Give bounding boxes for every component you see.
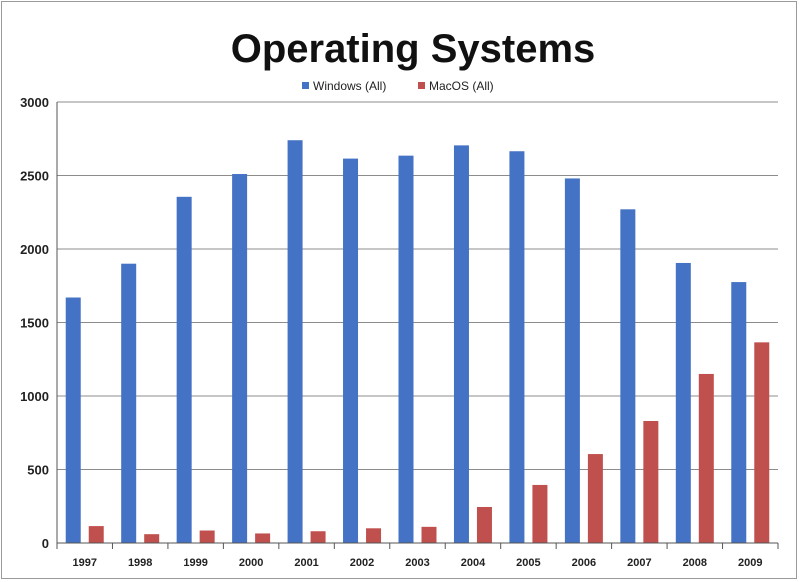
bar-windows-1998 xyxy=(121,263,137,543)
bar-windows-2008 xyxy=(675,262,691,543)
bar-windows-2003 xyxy=(398,155,414,543)
y-tick-label-2000: 2000 xyxy=(20,242,49,257)
bar-macos-2006 xyxy=(587,454,603,543)
x-tick-label-2008: 2008 xyxy=(683,557,707,569)
x-tick-label-2006: 2006 xyxy=(572,557,596,569)
legend-label-windows: Windows (All) xyxy=(313,79,386,93)
bar-windows-2004 xyxy=(453,145,469,544)
chart-title: Operating Systems xyxy=(231,27,596,71)
x-tick-label-2002: 2002 xyxy=(350,557,374,569)
x-tick-label-2003: 2003 xyxy=(405,557,429,569)
legend: Windows (All) MacOS (All) xyxy=(302,79,494,93)
bar-windows-2002 xyxy=(343,158,359,543)
bar-windows-2006 xyxy=(564,178,580,543)
bar-windows-2007 xyxy=(620,209,636,543)
bar-macos-2009 xyxy=(754,342,770,543)
y-tick-label-1500: 1500 xyxy=(20,316,49,331)
bar-macos-2002 xyxy=(366,528,382,543)
y-tick-label-3000: 3000 xyxy=(20,95,49,110)
bar-macos-2000 xyxy=(255,533,271,543)
x-tick-label-2000: 2000 xyxy=(239,557,263,569)
x-tick-label-1999: 1999 xyxy=(183,557,207,569)
gridlines xyxy=(57,101,778,544)
bar-macos-2003 xyxy=(421,526,437,543)
bar-windows-2001 xyxy=(287,140,303,543)
x-tick-label-2007: 2007 xyxy=(627,557,651,569)
bar-macos-1999 xyxy=(199,530,215,543)
bar-macos-1998 xyxy=(144,534,160,543)
bar-macos-1997 xyxy=(88,526,104,543)
y-tick-label-1000: 1000 xyxy=(20,389,49,404)
y-axis-tick-labels: 0 500 1000 1500 2000 2500 3000 xyxy=(20,95,49,551)
y-tick-label-500: 500 xyxy=(27,463,49,478)
bar-windows-1997 xyxy=(65,297,81,543)
bar-macos-2005 xyxy=(532,484,548,543)
bar-macos-2001 xyxy=(310,531,326,543)
bar-windows-2000 xyxy=(232,174,248,543)
legend-swatch-windows xyxy=(302,82,309,89)
bar-macos-2007 xyxy=(643,420,659,543)
x-tick-label-2009: 2009 xyxy=(738,557,762,569)
x-tick-label-2001: 2001 xyxy=(294,557,318,569)
y-tick-label-0: 0 xyxy=(42,536,49,551)
legend-label-macos: MacOS (All) xyxy=(429,79,494,93)
bar-macos-2008 xyxy=(698,373,714,543)
bar-windows-2005 xyxy=(509,151,525,543)
y-tick-label-2500: 2500 xyxy=(20,169,49,184)
x-axis-tick-labels: 1997 1998 1999 2000 2001 2002 2003 2004 2005 2006… xyxy=(72,557,762,569)
x-tick-label-1997: 1997 xyxy=(72,557,96,569)
x-tick-label-1998: 1998 xyxy=(128,557,152,569)
bar-windows-1999 xyxy=(176,196,192,543)
legend-swatch-macos xyxy=(418,82,425,89)
x-tick-label-2005: 2005 xyxy=(516,557,540,569)
x-axis xyxy=(56,102,779,549)
bar-windows-2009 xyxy=(731,282,747,543)
bar-macos-2004 xyxy=(476,506,492,543)
bars xyxy=(65,140,770,544)
x-tick-label-2004: 2004 xyxy=(461,557,486,569)
